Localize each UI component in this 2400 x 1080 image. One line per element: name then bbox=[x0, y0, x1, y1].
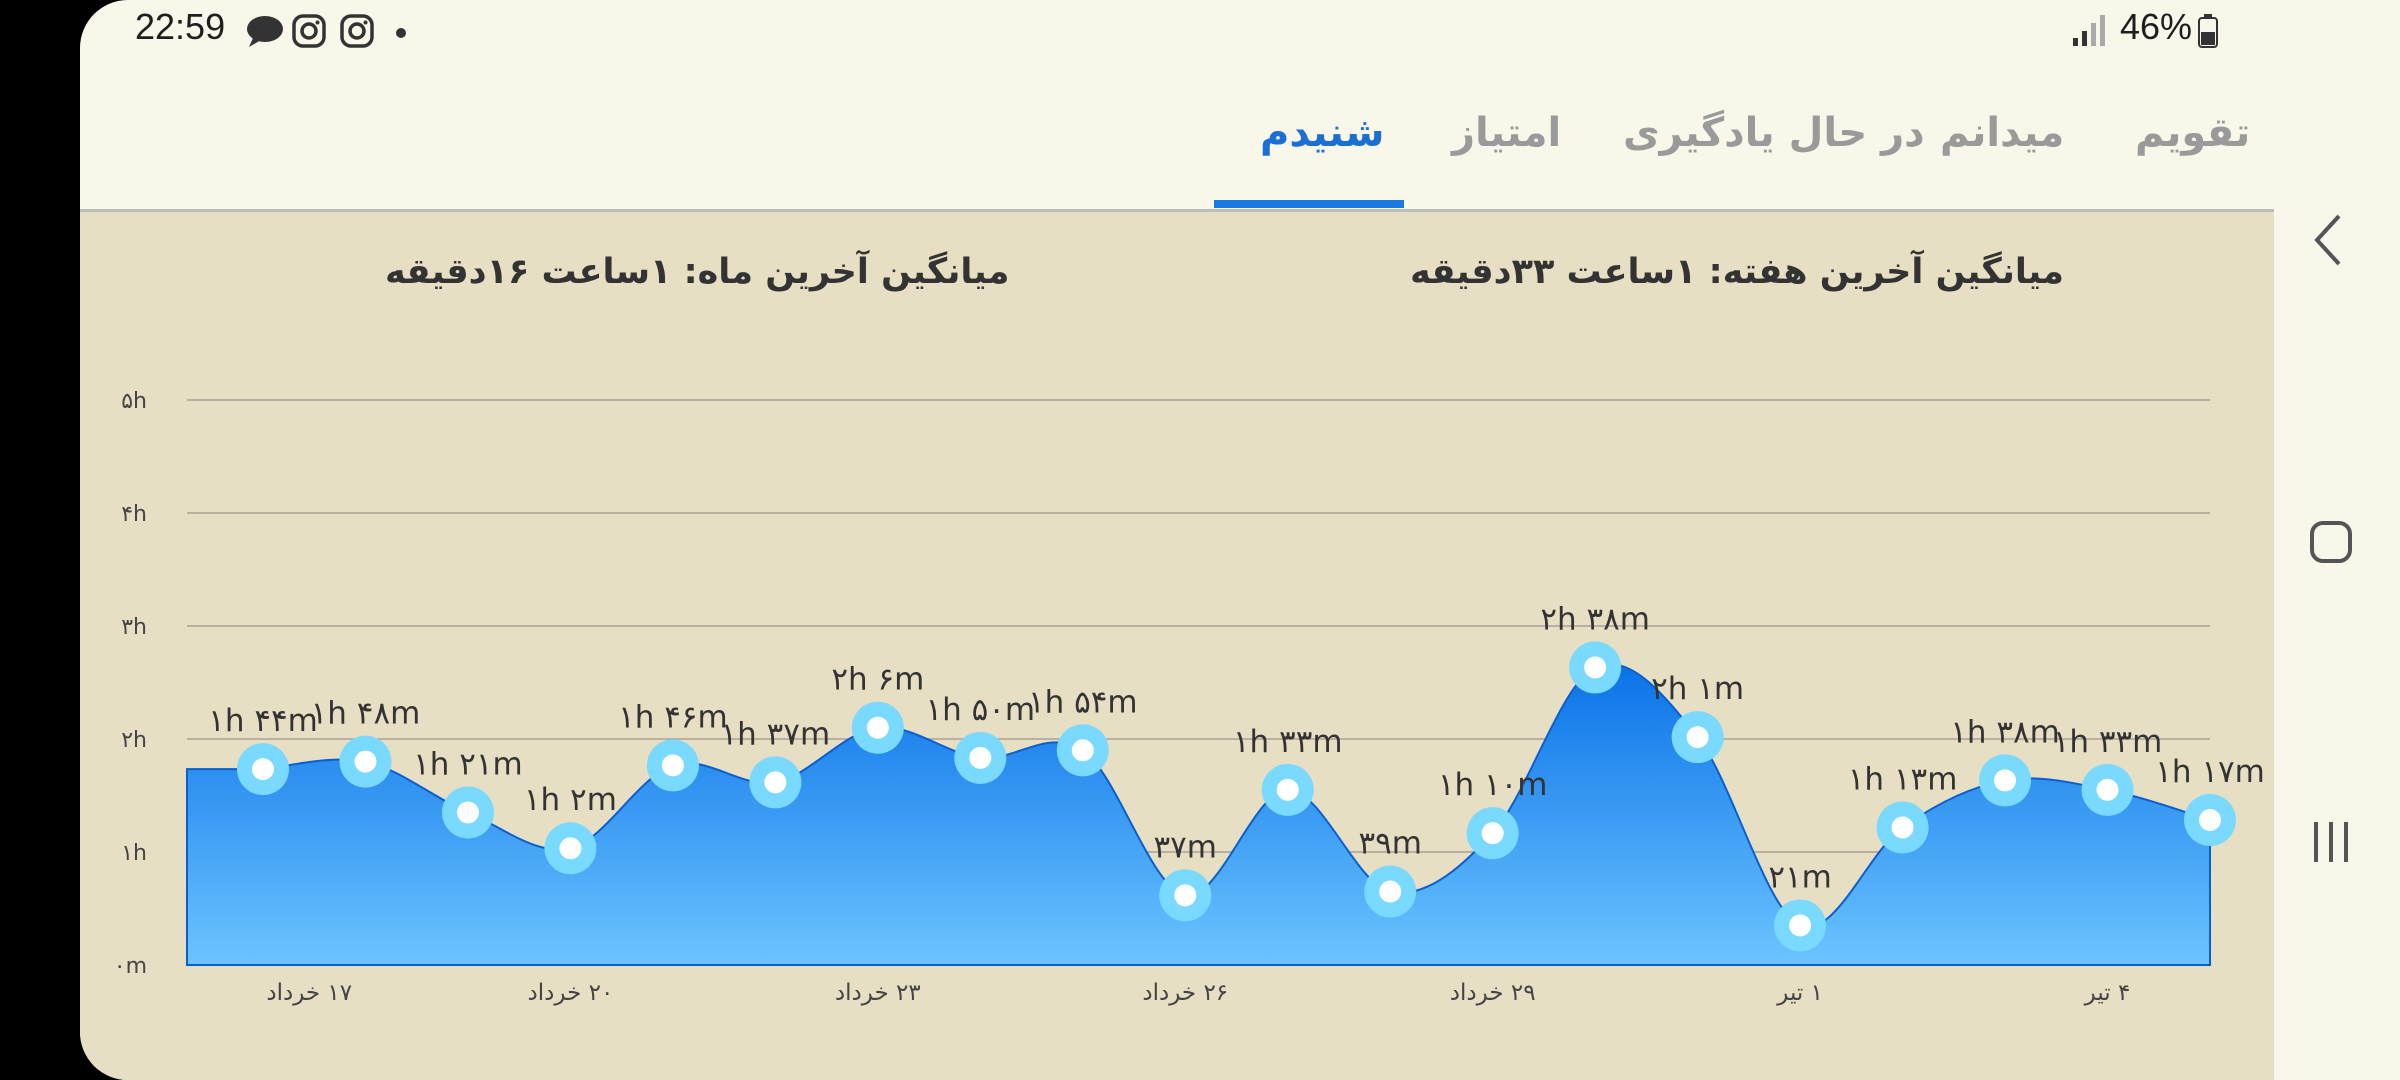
y-tick-label: ۴h bbox=[121, 502, 147, 527]
status-time: 22:59 bbox=[135, 6, 226, 47]
data-label: ۱h ۵۰m bbox=[925, 692, 1035, 728]
data-point-center bbox=[2096, 778, 2119, 801]
week-average: میانگین آخرین هفته: ۱ساعت ۳۳دقیقه bbox=[1410, 252, 2064, 292]
app-screen: 22:59 46% تقویم میدانم در حال یادگیری ام… bbox=[80, 0, 2400, 1080]
tab-score[interactable]: امتیاز bbox=[1452, 110, 1562, 156]
data-point-center bbox=[1379, 880, 1402, 903]
data-point-center bbox=[1686, 726, 1709, 749]
data-point-center bbox=[1994, 769, 2017, 792]
data-label: ۱h ۳۸m bbox=[1950, 714, 2060, 750]
instagram-icon bbox=[340, 14, 374, 52]
data-label: ۱h ۴۸m bbox=[311, 696, 421, 732]
data-label: ۱h ۱۷m bbox=[2155, 754, 2265, 790]
y-tick-label: ۳h bbox=[121, 615, 147, 640]
data-point-center bbox=[2199, 808, 2221, 831]
data-label: ۱h ۱۳m bbox=[1848, 762, 1958, 798]
data-label: ۱h ۳۳m bbox=[1233, 724, 1343, 760]
data-label: ۲۱m bbox=[1768, 859, 1832, 895]
battery-level: 46% bbox=[2120, 6, 2193, 47]
data-point-center bbox=[354, 750, 377, 773]
data-label: ۳۷m bbox=[1154, 829, 1218, 865]
x-tick-label: ۲۳ خرداد bbox=[835, 980, 921, 1006]
tab-heard[interactable]: شنیدم bbox=[1260, 110, 1385, 156]
y-axis-labels: ۰m ۱h ۲h ۳h ۴h ۵h bbox=[114, 389, 147, 979]
data-point-center bbox=[1276, 778, 1299, 801]
data-label: ۱h ۲۱m bbox=[413, 746, 523, 782]
message-icon bbox=[245, 14, 285, 52]
data-label: ۳۹m bbox=[1358, 826, 1422, 862]
data-label: ۱h ۵۴m bbox=[1028, 684, 1138, 720]
x-tick-label: ۲۶ خرداد bbox=[1142, 980, 1228, 1006]
x-axis-labels: ۱۷ خرداد ۲۰ خرداد ۲۳ خرداد ۲۶ خرداد ۲۹ خرداد… bbox=[266, 980, 2130, 1006]
data-point-center bbox=[661, 754, 684, 777]
data-label: ۲h ۱m bbox=[1651, 671, 1744, 707]
data-point-center bbox=[969, 746, 992, 769]
x-tick-label: ۴ تیر bbox=[2084, 980, 2131, 1006]
data-point-center bbox=[764, 771, 787, 794]
recent-apps-icon[interactable] bbox=[2311, 820, 2351, 868]
listening-stats-panel: میانگین آخرین هفته: ۱ساعت ۳۳دقیقه میانگی… bbox=[80, 212, 2274, 1080]
y-tick-label: ۰m bbox=[114, 954, 147, 979]
data-label: ۱h ۳۷m bbox=[721, 716, 831, 752]
y-tick-label: ۵h bbox=[121, 389, 147, 414]
data-point-center bbox=[252, 758, 274, 781]
status-bar: 22:59 46% bbox=[80, 0, 2400, 60]
data-point-center bbox=[866, 716, 889, 739]
tab-bar: تقویم میدانم در حال یادگیری امتیاز شنیدم bbox=[80, 60, 2274, 210]
signal-icon bbox=[2073, 14, 2107, 50]
data-point-center bbox=[1584, 656, 1607, 679]
data-label: ۲h ۶m bbox=[831, 662, 924, 698]
data-point-center bbox=[1481, 822, 1504, 845]
data-label: ۱h ۱۰m bbox=[1438, 767, 1548, 803]
battery-icon bbox=[2198, 14, 2218, 52]
data-label: ۱h ۳۳m bbox=[2053, 724, 2163, 760]
x-tick-label: ۱ تیر bbox=[1776, 980, 1823, 1006]
y-tick-label: ۱h bbox=[121, 841, 147, 866]
navigation-bar bbox=[2274, 0, 2400, 1080]
data-point-center bbox=[1789, 914, 1812, 937]
data-label: ۱h ۲m bbox=[524, 782, 617, 818]
dot-icon bbox=[395, 24, 407, 43]
data-label: ۱h ۴۴m bbox=[208, 703, 318, 739]
data-point-center bbox=[1174, 884, 1197, 907]
instagram-icon bbox=[292, 14, 326, 52]
y-tick-label: ۲h bbox=[121, 728, 147, 753]
tab-known[interactable]: میدانم bbox=[1940, 110, 2065, 156]
data-label: ۲h ۳۸m bbox=[1540, 601, 1650, 637]
x-tick-label: ۲۹ خرداد bbox=[1450, 980, 1536, 1006]
tab-divider bbox=[80, 209, 2274, 213]
month-average: میانگین آخرین ماه: ۱ساعت ۱۶دقیقه bbox=[385, 252, 1010, 292]
data-point-center bbox=[1071, 739, 1094, 762]
data-label: ۱h ۴۶m bbox=[618, 699, 728, 735]
data-markers bbox=[237, 641, 2236, 952]
x-tick-label: ۱۷ خرداد bbox=[266, 980, 352, 1006]
back-chevron-icon[interactable] bbox=[2309, 212, 2349, 272]
tab-learning[interactable]: در حال یادگیری bbox=[1623, 110, 1925, 156]
active-tab-indicator bbox=[1214, 200, 1404, 208]
data-point-center bbox=[559, 837, 582, 860]
home-square-icon[interactable] bbox=[2309, 520, 2353, 568]
tab-calendar[interactable]: تقویم bbox=[2135, 110, 2251, 156]
x-tick-label: ۲۰ خرداد bbox=[528, 980, 614, 1006]
data-point-center bbox=[1891, 816, 1914, 839]
data-point-center bbox=[456, 801, 479, 824]
